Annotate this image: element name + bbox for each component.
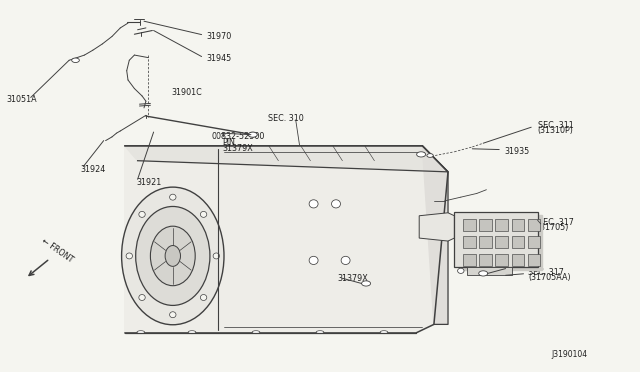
- Text: PIN: PIN: [223, 138, 236, 147]
- Ellipse shape: [309, 200, 318, 208]
- Ellipse shape: [165, 246, 180, 266]
- Ellipse shape: [170, 312, 176, 318]
- Ellipse shape: [316, 331, 324, 334]
- Text: SEC. 310: SEC. 310: [268, 114, 303, 123]
- Ellipse shape: [137, 331, 145, 334]
- Polygon shape: [125, 146, 448, 172]
- FancyBboxPatch shape: [479, 219, 492, 231]
- Circle shape: [479, 271, 488, 276]
- Polygon shape: [467, 267, 512, 275]
- FancyBboxPatch shape: [527, 236, 540, 248]
- Ellipse shape: [252, 331, 260, 334]
- FancyBboxPatch shape: [511, 219, 524, 231]
- Circle shape: [362, 281, 371, 286]
- FancyBboxPatch shape: [454, 212, 538, 267]
- Ellipse shape: [341, 256, 350, 264]
- FancyBboxPatch shape: [527, 219, 540, 231]
- Ellipse shape: [170, 194, 176, 200]
- Ellipse shape: [380, 331, 388, 334]
- Ellipse shape: [126, 253, 132, 259]
- Text: 31935: 31935: [504, 147, 529, 156]
- FancyBboxPatch shape: [495, 253, 508, 266]
- Polygon shape: [422, 146, 448, 324]
- Text: SEC. 317: SEC. 317: [538, 218, 573, 227]
- Ellipse shape: [458, 268, 464, 273]
- Text: (31310P): (31310P): [538, 126, 573, 135]
- Text: SEC. 317: SEC. 317: [528, 268, 564, 277]
- Ellipse shape: [122, 187, 224, 325]
- Ellipse shape: [139, 211, 145, 217]
- Text: 31924: 31924: [80, 165, 105, 174]
- FancyBboxPatch shape: [495, 219, 508, 231]
- Text: 31051A: 31051A: [6, 95, 37, 104]
- Ellipse shape: [213, 253, 220, 259]
- Ellipse shape: [200, 295, 207, 301]
- Text: 31945: 31945: [206, 54, 231, 63]
- Circle shape: [427, 154, 433, 157]
- FancyBboxPatch shape: [479, 236, 492, 248]
- FancyBboxPatch shape: [479, 253, 492, 266]
- Text: 31379X: 31379X: [338, 274, 369, 283]
- Text: (31705AA): (31705AA): [528, 273, 571, 282]
- Circle shape: [248, 132, 257, 137]
- Ellipse shape: [188, 331, 196, 334]
- Circle shape: [72, 58, 79, 62]
- FancyBboxPatch shape: [511, 236, 524, 248]
- Ellipse shape: [150, 226, 195, 286]
- Ellipse shape: [309, 256, 318, 264]
- Text: 00832-52500: 00832-52500: [211, 132, 264, 141]
- FancyBboxPatch shape: [511, 253, 524, 266]
- FancyBboxPatch shape: [463, 236, 476, 248]
- Ellipse shape: [332, 200, 340, 208]
- Text: SEC. 311: SEC. 311: [538, 121, 573, 130]
- Text: 31943E: 31943E: [511, 263, 541, 272]
- Text: (31705): (31705): [538, 223, 569, 232]
- Text: 31379X: 31379X: [223, 144, 253, 153]
- Text: 31901C: 31901C: [172, 88, 202, 97]
- Polygon shape: [125, 146, 448, 333]
- Polygon shape: [419, 213, 454, 241]
- Text: J3190104: J3190104: [552, 350, 588, 359]
- Text: 31921: 31921: [136, 178, 161, 187]
- Text: 31970: 31970: [206, 32, 231, 41]
- FancyBboxPatch shape: [463, 253, 476, 266]
- Circle shape: [417, 152, 426, 157]
- FancyBboxPatch shape: [463, 219, 476, 231]
- Polygon shape: [459, 215, 542, 270]
- Ellipse shape: [136, 206, 210, 305]
- Ellipse shape: [200, 211, 207, 217]
- FancyBboxPatch shape: [495, 236, 508, 248]
- FancyBboxPatch shape: [527, 253, 540, 266]
- Ellipse shape: [139, 295, 145, 301]
- Text: ← FRONT: ← FRONT: [40, 237, 74, 265]
